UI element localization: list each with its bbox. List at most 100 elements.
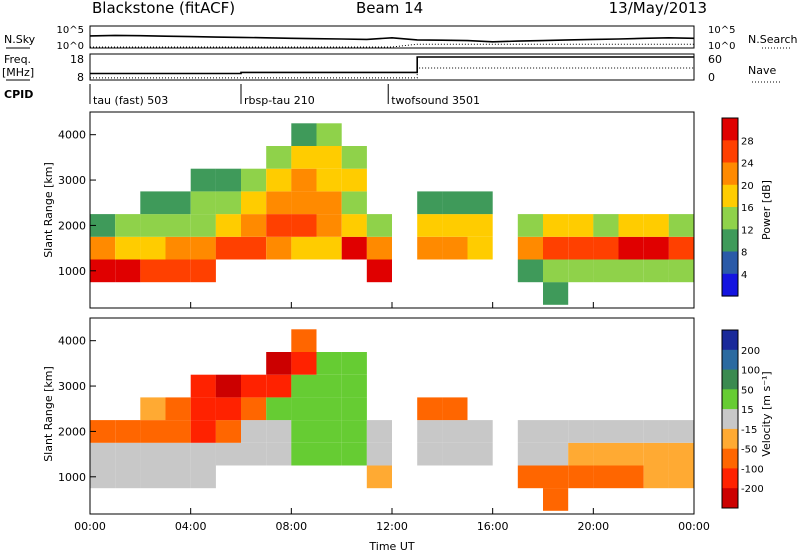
power-cell (115, 236, 141, 260)
velocity-cell (618, 420, 644, 443)
velocity-cell (543, 488, 569, 511)
power-cell (215, 236, 241, 260)
velocity-colorbar-swatch (722, 389, 738, 410)
velocity-cell (316, 397, 342, 421)
velocity-ylabel: Slant Range [km] (42, 366, 55, 462)
power-cell (568, 214, 594, 237)
velocity-cell (291, 397, 317, 421)
velocity-colorbar-swatch (722, 409, 738, 430)
velocity-colorbar-swatch (722, 488, 738, 509)
velocity-cell (618, 442, 644, 466)
power-cell (266, 168, 292, 192)
power-ytick-label: 1000 (58, 265, 86, 278)
velocity-cell (291, 329, 317, 352)
x-tick-label: 12:00 (376, 520, 408, 533)
power-cell (291, 146, 317, 169)
velocity-cell (517, 465, 543, 489)
velocity-cell (341, 420, 367, 443)
power-cell (190, 214, 216, 237)
velocity-cell (341, 442, 367, 466)
power-cell (190, 191, 216, 215)
power-cell (366, 236, 392, 260)
velocity-cell (266, 420, 292, 443)
velocity-cell (593, 442, 619, 466)
power-cell (668, 214, 694, 237)
power-cell (568, 236, 594, 260)
velocity-cell (266, 442, 292, 466)
power-cell (467, 236, 493, 260)
nsearch-label: N.Search (748, 33, 798, 46)
velocity-ytick-label: 3000 (58, 380, 86, 393)
power-cell (241, 236, 267, 260)
cpid-label-1: rbsp-tau 210 (244, 94, 315, 107)
velocity-cell (316, 442, 342, 466)
velocity-cell (291, 374, 317, 398)
velocity-cell (568, 420, 594, 443)
velocity-cell (668, 442, 694, 466)
nsky-tick-top: 10^5 (57, 25, 84, 36)
velocity-cell (190, 397, 216, 421)
power-cell (517, 236, 543, 260)
power-cell (115, 259, 141, 283)
velocity-cell (190, 442, 216, 466)
velocity-colorbar-frame (721, 329, 739, 509)
velocity-cell (543, 465, 569, 489)
nsky-label: N.Sky (4, 33, 36, 46)
velocity-cell (442, 442, 468, 466)
power-colorbar-swatch (722, 118, 738, 141)
power-cell (316, 214, 342, 237)
power-colorbar-swatch (722, 273, 738, 297)
x-tick-label: 00:00 (74, 520, 106, 533)
power-cell (291, 214, 317, 237)
power-cell (341, 191, 367, 215)
velocity-cell (140, 465, 166, 489)
velocity-y-axis: 1000 2000 3000 4000 (58, 335, 96, 484)
velocity-cell (442, 420, 468, 443)
power-colorbar-tick-label: 12 (741, 225, 754, 236)
power-cell (90, 259, 116, 283)
x-axis: 00:00 04:00 08:00 12:00 16:00 20:00 00:00 (74, 302, 710, 533)
nave-tick-bottom: 0 (708, 71, 715, 84)
power-colorbar-label: Power [dB] (760, 180, 773, 240)
velocity-colorbar-label: Velocity [m s⁻¹] (760, 371, 773, 456)
power-cell (467, 214, 493, 237)
velocity-colorbar: 200 100 50 15 -15 -50 -100 -200 (721, 329, 764, 509)
nsearch-series-line (90, 43, 694, 48)
x-tick-label: 08:00 (275, 520, 307, 533)
x-tick-label: 04:00 (175, 520, 207, 533)
power-cell (140, 191, 166, 215)
freq-label: Freq. (4, 53, 31, 66)
power-cell (341, 168, 367, 192)
velocity-colorbar-tick-label: -15 (741, 425, 757, 436)
power-colorbar-frame (721, 117, 739, 297)
velocity-cell (291, 442, 317, 466)
power-cell (543, 259, 569, 283)
power-cell (165, 236, 191, 260)
velocity-cell (90, 442, 116, 466)
power-cell (417, 236, 443, 260)
velocity-cell (266, 352, 292, 375)
power-colorbar-swatch (722, 162, 738, 186)
velocity-colorbar-tick-label: -200 (741, 484, 764, 495)
velocity-cell (291, 352, 317, 375)
velocity-cell (467, 420, 493, 443)
power-cell (291, 191, 317, 215)
power-cell (643, 236, 669, 260)
power-cell (90, 236, 116, 260)
power-cell (190, 259, 216, 283)
velocity-ytick-label: 1000 (58, 471, 86, 484)
power-cell (341, 214, 367, 237)
nsearch-tick-bottom: 10^0 (708, 41, 735, 52)
power-colorbar-tick-label: 4 (741, 270, 747, 281)
nsky-series-line (89, 34, 695, 43)
velocity-cell (215, 397, 241, 421)
velocity-cell (190, 465, 216, 489)
power-heatmap (90, 123, 694, 305)
velocity-cell (417, 442, 443, 466)
cpid-label-2: twofsound 3501 (391, 94, 480, 107)
velocity-cell (215, 442, 241, 466)
power-cell (442, 191, 468, 215)
power-cell (266, 146, 292, 169)
velocity-ytick-label: 2000 (58, 425, 86, 438)
velocity-cell (593, 420, 619, 443)
